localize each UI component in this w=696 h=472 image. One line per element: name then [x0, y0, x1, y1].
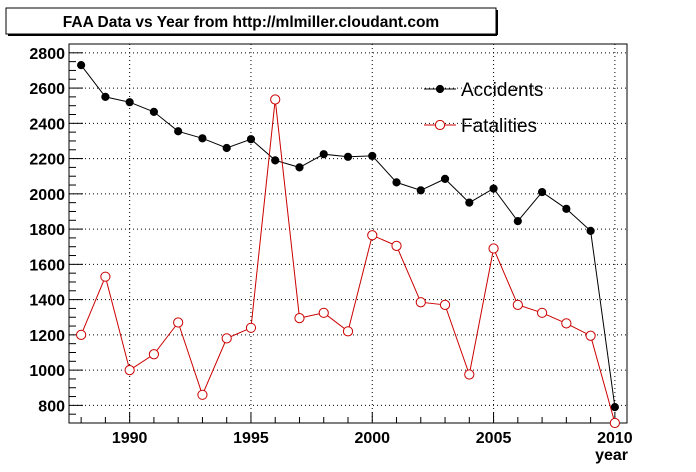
data-point — [392, 178, 401, 187]
x-tick-label: 2005 — [476, 430, 512, 447]
y-tick-label: 1200 — [29, 328, 65, 345]
data-point — [415, 297, 426, 308]
data-point — [610, 403, 619, 412]
legend: Accidents Fatalities — [424, 80, 543, 137]
data-point — [174, 127, 183, 136]
y-tick-label: 1600 — [29, 257, 65, 274]
x-tick-label: 1995 — [233, 430, 269, 447]
y-tick-label: 2400 — [29, 116, 65, 133]
data-point — [488, 243, 499, 254]
data-point — [586, 226, 595, 235]
series-accidents — [77, 61, 619, 412]
y-tick-label: 2000 — [29, 187, 65, 204]
data-point — [101, 92, 110, 101]
data-point — [439, 299, 451, 310]
data-point — [125, 98, 134, 107]
data-point — [512, 299, 523, 310]
data-point — [271, 156, 280, 165]
data-point — [76, 329, 87, 340]
data-point — [245, 322, 257, 333]
series-layer — [76, 61, 620, 429]
data-point — [173, 317, 184, 328]
legend-marker — [434, 119, 446, 131]
data-point — [197, 389, 208, 400]
series-fatalities — [76, 94, 620, 429]
y-tick-label: 1400 — [29, 293, 65, 310]
data-point — [246, 135, 256, 144]
data-point — [148, 349, 160, 360]
y-tick-label: 800 — [38, 398, 65, 415]
data-point — [489, 184, 498, 193]
data-point — [343, 152, 353, 161]
data-point — [465, 198, 474, 207]
data-point — [391, 240, 402, 251]
x-tick-label: 2000 — [354, 430, 390, 447]
x-tick-label: 2010 — [597, 430, 633, 447]
data-point — [585, 330, 596, 341]
data-point — [513, 217, 522, 226]
tick-labels: 800 1000 1200 1400 1600 1800 2000 2200 2400 2600 2… — [29, 46, 632, 447]
data-point — [464, 369, 475, 380]
legend-marker — [435, 84, 445, 94]
data-point — [294, 313, 305, 324]
data-point — [416, 186, 425, 195]
data-point — [318, 307, 329, 318]
data-point — [319, 150, 328, 159]
axis-ticks — [69, 43, 616, 424]
y-tick-label: 2200 — [29, 152, 65, 169]
data-point — [440, 174, 450, 183]
data-point — [562, 204, 571, 213]
data-point — [609, 417, 620, 429]
grid — [69, 44, 627, 423]
data-point — [124, 365, 135, 376]
y-tick-label: 2800 — [29, 46, 65, 63]
data-point — [222, 143, 231, 153]
y-tick-label: 2600 — [29, 81, 65, 98]
data-point — [342, 326, 354, 337]
x-axis-label: year — [595, 447, 628, 464]
y-tick-label: 1000 — [29, 363, 65, 380]
legend-label: Fatalities — [461, 116, 537, 137]
legend-label: Accidents — [461, 80, 543, 101]
series-line — [80, 99, 616, 424]
data-point — [149, 107, 159, 116]
data-point — [77, 61, 86, 70]
data-point — [295, 163, 304, 172]
data-point — [367, 230, 378, 241]
y-tick-label: 1800 — [29, 222, 65, 239]
data-point — [100, 271, 111, 282]
data-point — [198, 134, 207, 143]
data-point — [537, 187, 547, 197]
data-point — [368, 151, 377, 161]
chart-title-box: FAA Data vs Year from http://mlmiller.cl… — [5, 7, 498, 36]
data-point — [221, 333, 232, 344]
x-tick-label: 1990 — [112, 430, 148, 447]
chart-title: FAA Data vs Year from http://mlmiller.cl… — [63, 14, 439, 31]
data-point — [561, 318, 572, 329]
data-point — [536, 307, 548, 318]
data-point — [270, 94, 281, 105]
